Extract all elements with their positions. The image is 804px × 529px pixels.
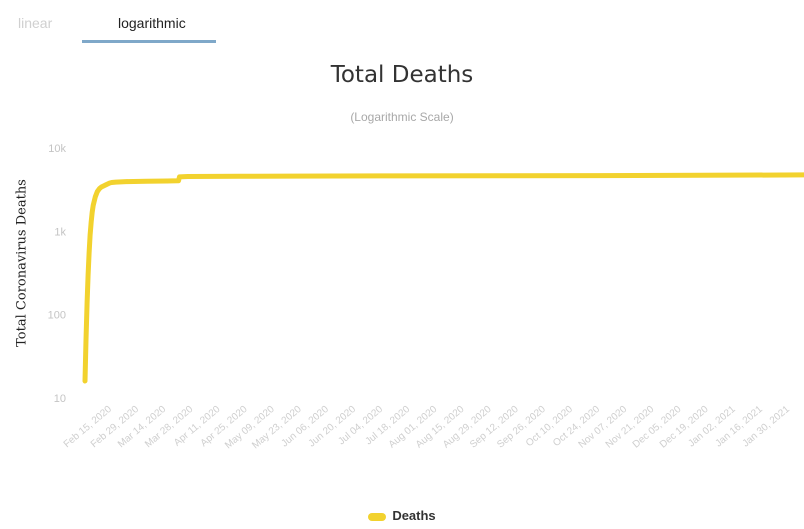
y-tick-label: 10k — [48, 143, 66, 155]
legend-label: Deaths — [392, 508, 436, 523]
scale-tabs: linear logarithmic — [0, 0, 804, 48]
legend-swatch — [368, 512, 387, 521]
series-line-deaths[interactable] — [82, 172, 804, 384]
y-tick-label: 10 — [54, 393, 66, 405]
tab-linear[interactable]: linear — [18, 15, 53, 31]
y-axis-ticks: 10 100 1k 10k — [48, 143, 67, 405]
x-tick-label: Jan 30, 2021 — [741, 404, 793, 450]
chart-title: Total Deaths — [330, 62, 474, 88]
chart-subtitle: (Logarithmic Scale) — [350, 110, 454, 124]
series-group — [82, 172, 804, 384]
y-tick-label: 1k — [54, 226, 66, 238]
tab-logarithmic[interactable]: logarithmic — [118, 15, 186, 31]
y-tick-label: 100 — [48, 310, 66, 322]
chart-legend[interactable]: Deaths — [0, 508, 804, 523]
active-tab-indicator — [82, 40, 216, 43]
